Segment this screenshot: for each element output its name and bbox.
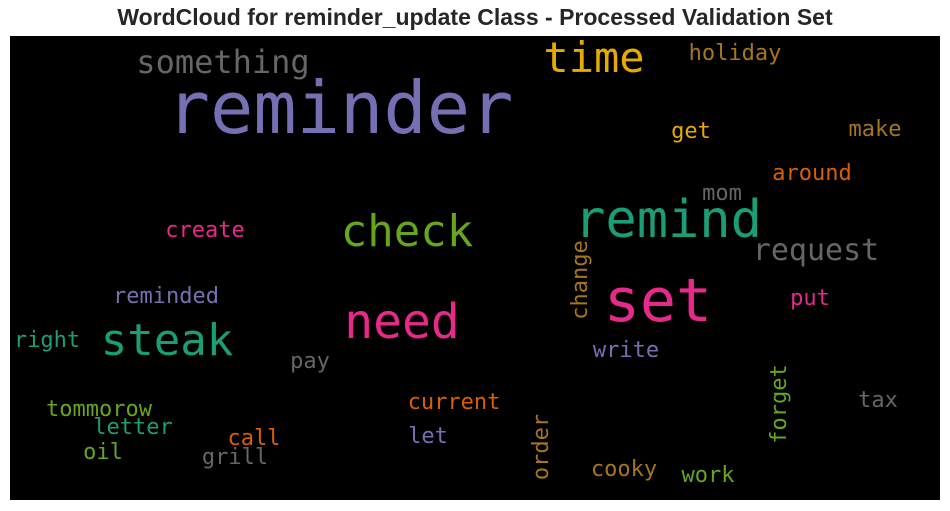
word-create: create [165,218,245,243]
word-grill: grill [201,445,269,470]
word-write: write [592,338,660,363]
word-put: put [790,286,830,311]
word-mom: mom [702,181,742,206]
word-check: check [340,206,474,257]
chart-title: WordCloud for reminder_update Class - Pr… [117,4,833,30]
word-pay: pay [290,349,330,374]
word-something: something [136,43,310,81]
word-make: make [848,117,902,142]
word-tax: tax [858,388,898,413]
word-set: set [603,266,713,336]
word-remind: remind [574,190,762,250]
word-work: work [681,463,735,488]
word-letter: letter [93,415,173,440]
word-forget: forget [767,364,792,444]
wordcloud-canvas: reminder set remind need steak check time somet… [10,36,940,500]
word-reminded: reminded [113,284,219,309]
word-current: current [407,390,501,415]
word-time: time [543,36,645,82]
word-change: change [568,240,593,320]
word-request: request [752,233,880,268]
word-holiday: holiday [688,41,782,66]
word-tommorow: tommorow [46,397,152,422]
word-need: need [344,294,460,350]
word-call: call [227,426,281,451]
word-cooky: cooky [590,457,658,482]
word-reminder: reminder [166,66,514,150]
word-oil: oil [83,440,123,465]
word-right: right [13,328,81,353]
word-get: get [671,119,711,144]
word-steak: steak [100,315,234,366]
word-around: around [772,161,852,186]
word-order: order [529,413,554,481]
word-let: let [408,424,448,449]
